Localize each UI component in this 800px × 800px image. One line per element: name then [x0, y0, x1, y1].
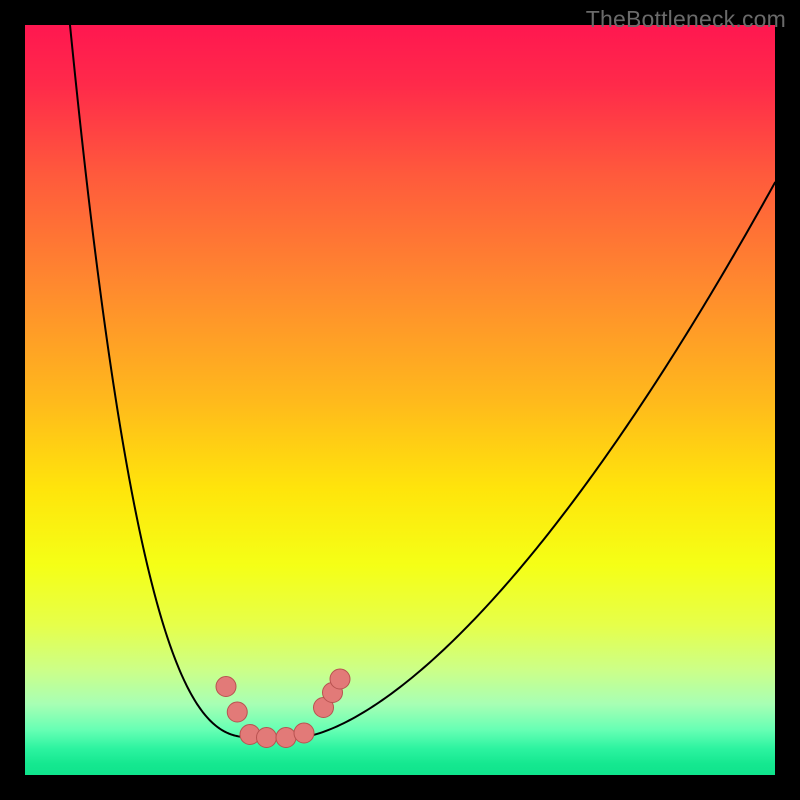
- marker-point: [276, 728, 296, 748]
- chart-svg: [25, 25, 775, 775]
- watermark-text: TheBottleneck.com: [586, 6, 786, 33]
- marker-point: [257, 728, 277, 748]
- plot-area: [25, 25, 775, 775]
- marker-point: [294, 723, 314, 743]
- gradient-background: [25, 25, 775, 775]
- marker-point: [216, 677, 236, 697]
- marker-point: [330, 669, 350, 689]
- marker-point: [227, 702, 247, 722]
